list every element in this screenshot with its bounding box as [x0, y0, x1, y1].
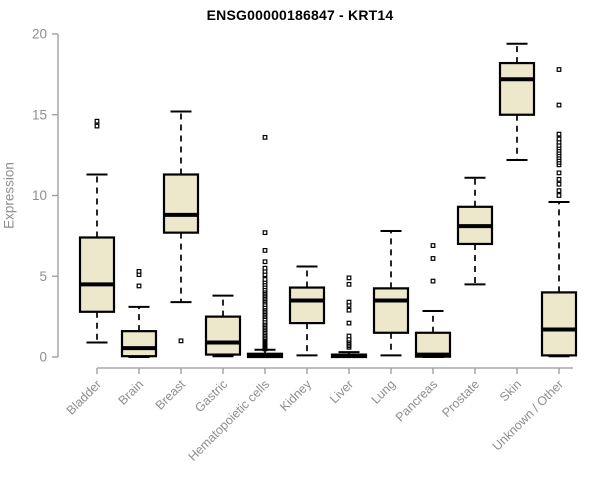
box-group-breast [162, 110, 200, 344]
outlier-point [556, 131, 562, 137]
outlier-point [262, 248, 268, 253]
outlier-point [262, 259, 268, 265]
outlier-point [262, 265, 268, 271]
box-group-pancreas [414, 243, 452, 358]
x-tick-label-lung: Lung [369, 377, 399, 407]
iqr-box [78, 236, 116, 313]
y-axis: 0 5 10 15 20 [32, 27, 59, 365]
y-tick-label: 0 [39, 350, 47, 365]
outlier-point [556, 67, 562, 72]
outlier-point [346, 320, 352, 326]
iqr-box [204, 315, 242, 356]
outlier-point [262, 230, 268, 236]
chart-title: ENSG00000186847 - KRT14 [206, 7, 394, 23]
y-tick-label: 20 [32, 27, 47, 42]
box-group-kidney [288, 265, 326, 357]
outlier-point [346, 333, 352, 339]
outlier-point [556, 136, 562, 142]
iqr-box [372, 287, 410, 334]
outlier-point [346, 275, 352, 281]
box-group-hematopoietic-cells [246, 134, 284, 359]
iqr-box [540, 291, 578, 357]
x-tick-label-brain: Brain [116, 377, 147, 408]
outlier-point [430, 256, 436, 261]
box-group-brain [120, 269, 158, 358]
y-tick-label: 15 [32, 107, 47, 122]
iqr-box [120, 330, 158, 358]
outlier-point [262, 134, 268, 140]
iqr-box [414, 331, 452, 358]
outlier-point [430, 243, 436, 248]
iqr-box [498, 61, 536, 116]
x-tick-label-hematopoietic-cells: Hematopoietic cells [186, 377, 273, 464]
x-tick-label-kidney: Kidney [277, 377, 314, 414]
outlier-point [346, 299, 352, 305]
box-group-liver [330, 275, 368, 359]
outlier-point [556, 193, 562, 198]
x-tick-label-skin: Skin [497, 377, 524, 404]
outlier-point [94, 123, 100, 129]
outlier-point [136, 283, 142, 289]
box-group-unknown-other [540, 67, 578, 358]
box-group-prostate [456, 176, 494, 286]
outlier-point [556, 188, 562, 194]
outlier-point [346, 281, 352, 287]
outlier-point [430, 278, 436, 284]
outlier-point [556, 176, 562, 182]
x-tick-label-bladder: Bladder [64, 377, 104, 417]
outlier-point [346, 307, 352, 313]
x-tick-label-breast: Breast [153, 377, 189, 413]
outlier-point [136, 269, 142, 274]
y-tick-label: 10 [32, 188, 47, 203]
box-group-gastric [204, 294, 242, 358]
x-tick-label-liver: Liver [327, 377, 356, 406]
outlier-point [178, 338, 184, 344]
x-tick-label-gastric: Gastric [192, 377, 230, 415]
y-tick-label: 5 [39, 269, 47, 284]
iqr-box [162, 173, 200, 234]
outlier-point [556, 170, 562, 176]
box-group-lung [372, 230, 410, 357]
outlier-point [556, 181, 562, 187]
box-group-bladder [78, 118, 116, 344]
box-group-skin [498, 42, 536, 161]
iqr-box [288, 286, 326, 325]
x-tick-label-pancreas: Pancreas [393, 377, 440, 424]
outlier-point [556, 102, 562, 108]
outlier-point [262, 277, 268, 282]
outlier-point [94, 118, 100, 124]
x-tick-label-unknown-other: Unknown / Other [490, 377, 566, 453]
x-tick-label-prostate: Prostate [439, 377, 482, 420]
